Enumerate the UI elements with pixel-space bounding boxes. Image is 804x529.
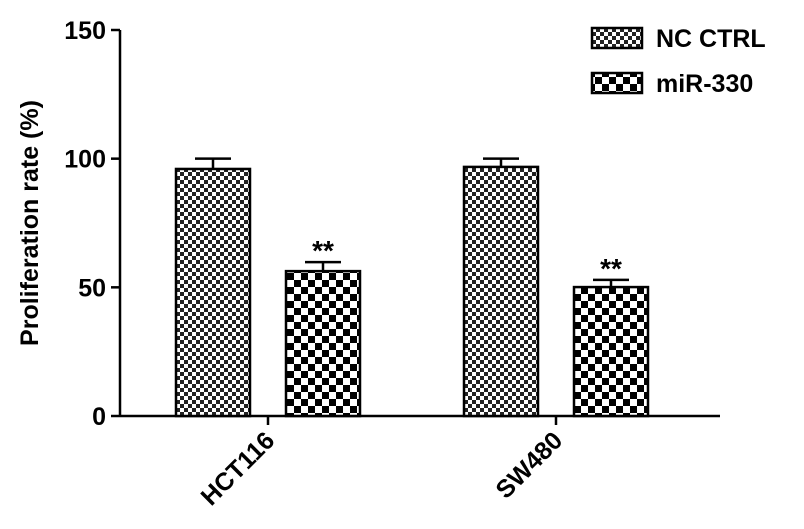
bar [174,167,252,418]
significance: ** [312,235,334,266]
legend-label: miR-330 [656,70,753,98]
significance: ** [600,253,622,284]
bar [572,285,650,418]
y-tick-label: 100 [64,146,106,174]
y-tick-label: 50 [78,274,106,302]
y-tick-label: 150 [64,17,106,45]
bar [284,269,362,418]
y-axis-title: Proliferation rate (%) [16,100,44,346]
x-tick-label: SW480 [490,426,568,504]
legend-swatch [590,71,644,95]
x-tick-label: HCT116 [196,426,281,511]
y-tick-label: 0 [92,403,106,431]
legend-swatch [590,26,644,50]
bar [462,165,540,418]
legend-label: NC CTRL [656,25,766,53]
